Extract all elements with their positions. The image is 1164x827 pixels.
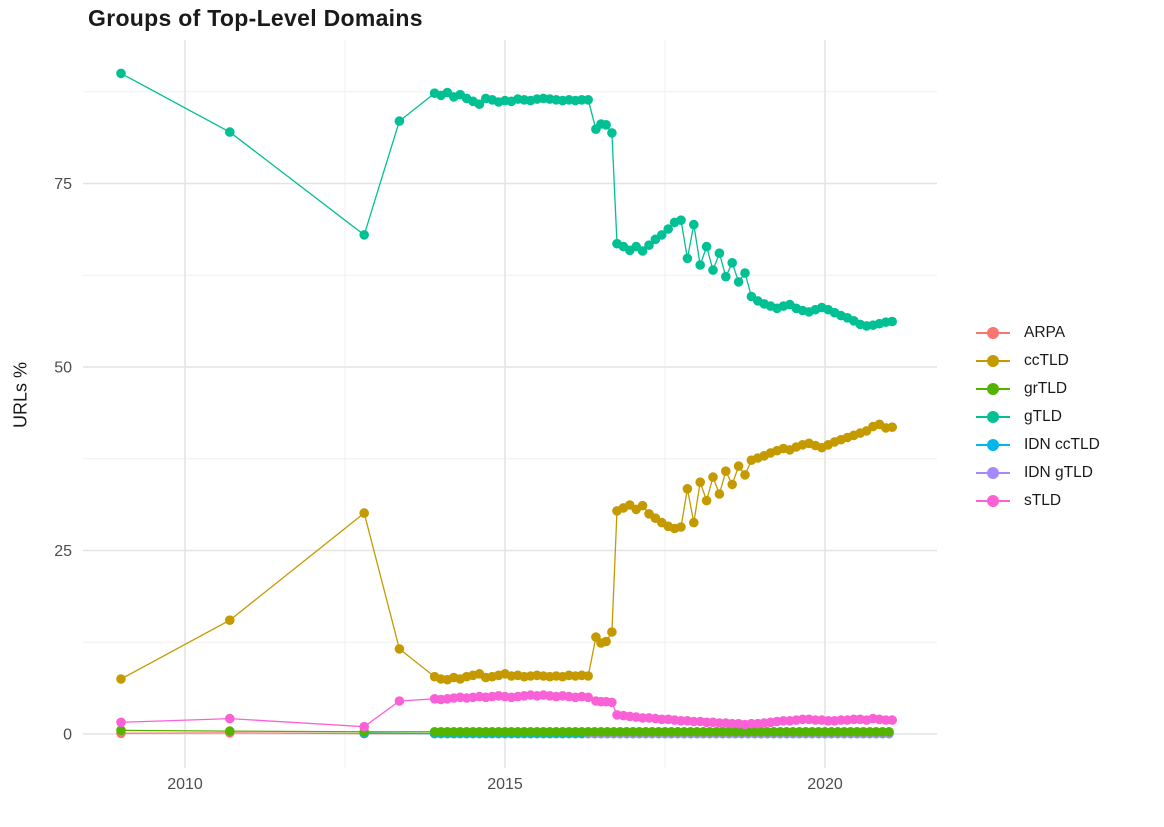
legend-key-grtld-icon bbox=[976, 382, 1010, 396]
series-stld-point bbox=[359, 721, 370, 732]
series-stld-point bbox=[583, 692, 593, 703]
series-cctld-point bbox=[676, 522, 686, 532]
legend-label: sTLD bbox=[1024, 492, 1062, 509]
series-gtld-point bbox=[682, 253, 693, 264]
series-gtld-line bbox=[120, 72, 893, 327]
series-cctld-line bbox=[120, 423, 893, 681]
legend: ARPA ccTLD grTLD gTLD IDN ccTLD IDN gTLD sTLD bbox=[976, 319, 1100, 515]
series-gtld-point bbox=[721, 271, 731, 282]
series-gtld-point bbox=[601, 120, 611, 130]
chart-title: Groups of Top-Level Domains bbox=[88, 5, 423, 31]
legend-label: IDN ccTLD bbox=[1024, 436, 1100, 453]
legend-item-cctld: ccTLD bbox=[976, 347, 1100, 375]
series-gtld-point bbox=[657, 230, 667, 240]
legend-label: ccTLD bbox=[1024, 352, 1069, 369]
series-gtld-point bbox=[663, 224, 673, 234]
series-cctld-point bbox=[116, 674, 126, 684]
legend-key-idn-cctld-icon bbox=[976, 438, 1010, 452]
series-gtld-point bbox=[607, 128, 617, 138]
series-gtld-point bbox=[225, 127, 235, 137]
legend-key-cctld-icon bbox=[976, 354, 1010, 368]
series-gtld-point bbox=[695, 260, 705, 270]
legend-label: grTLD bbox=[1024, 380, 1068, 397]
series-cctld-point bbox=[689, 517, 699, 528]
series-cctld-point bbox=[682, 484, 693, 494]
legend-key-gtld-icon bbox=[976, 410, 1010, 424]
legend-key-idn-gtld-icon bbox=[976, 466, 1010, 480]
series-cctld-point bbox=[583, 671, 593, 681]
series-grtld-point bbox=[884, 727, 894, 737]
series-gtld-point bbox=[644, 240, 654, 250]
series-grtld-point bbox=[116, 725, 126, 736]
series-gtld-point bbox=[689, 219, 699, 230]
series-cctld-point bbox=[714, 489, 725, 499]
series-stld-point bbox=[394, 696, 405, 706]
series-gtld-point bbox=[708, 265, 718, 275]
series-cctld-point bbox=[727, 479, 737, 490]
series-gtld-point bbox=[676, 215, 686, 225]
series-cctld-point bbox=[695, 477, 705, 488]
series-cctld-point bbox=[740, 470, 750, 480]
x-tick-label: 2020 bbox=[807, 776, 843, 793]
legend-label: IDN gTLD bbox=[1024, 464, 1093, 481]
series-gtld-point bbox=[714, 248, 725, 258]
legend-key-arpa-icon bbox=[976, 326, 1010, 340]
series-cctld-point bbox=[733, 461, 744, 471]
series-cctld-point bbox=[225, 615, 235, 625]
series-cctld-point bbox=[607, 627, 617, 637]
series-stld-point bbox=[887, 715, 897, 725]
series-cctld-point bbox=[887, 422, 897, 433]
series-gtld-point bbox=[701, 241, 712, 252]
series-gtld-point bbox=[583, 95, 593, 105]
y-tick-label: 50 bbox=[54, 360, 72, 377]
legend-key-stld-icon bbox=[976, 494, 1010, 508]
legend-item-grtld: grTLD bbox=[976, 375, 1100, 403]
series-gtld-point bbox=[474, 99, 485, 109]
series-gtld-point bbox=[394, 116, 405, 126]
y-tick-label: 0 bbox=[63, 727, 72, 744]
series-stld-point bbox=[225, 713, 235, 724]
x-tick-label: 2010 bbox=[167, 776, 203, 793]
y-tick-label: 25 bbox=[54, 543, 72, 560]
series-stld-point bbox=[116, 717, 126, 728]
legend-item-idn-gtld: IDN gTLD bbox=[976, 459, 1100, 487]
legend-item-gtld: gTLD bbox=[976, 403, 1100, 431]
series-cctld-point bbox=[359, 508, 370, 518]
legend-label: ARPA bbox=[1024, 324, 1066, 341]
series-cctld-point bbox=[394, 644, 405, 654]
series-stld-point bbox=[607, 697, 617, 708]
legend-label: gTLD bbox=[1024, 408, 1062, 425]
series-gtld-point bbox=[733, 277, 744, 287]
series-grtld-point bbox=[225, 726, 235, 736]
legend-item-arpa: ARPA bbox=[976, 319, 1100, 347]
series-cctld-point bbox=[721, 466, 731, 477]
series-gtld-point bbox=[359, 230, 370, 240]
series-cctld-point bbox=[637, 500, 648, 511]
series-cctld-point bbox=[701, 495, 712, 506]
legend-item-stld: sTLD bbox=[976, 487, 1100, 515]
series-gtld-point bbox=[740, 268, 750, 278]
series-gtld-point bbox=[887, 316, 897, 327]
y-tick-label: 75 bbox=[54, 176, 72, 193]
series-gtld-point bbox=[637, 246, 648, 256]
series-gtld-point bbox=[116, 68, 126, 79]
series-gtld-point bbox=[727, 258, 737, 268]
series-cctld-point bbox=[601, 636, 611, 647]
legend-item-idn-cctld: IDN ccTLD bbox=[976, 431, 1100, 459]
series-cctld-point bbox=[708, 472, 718, 482]
x-tick-label: 2015 bbox=[487, 776, 523, 793]
